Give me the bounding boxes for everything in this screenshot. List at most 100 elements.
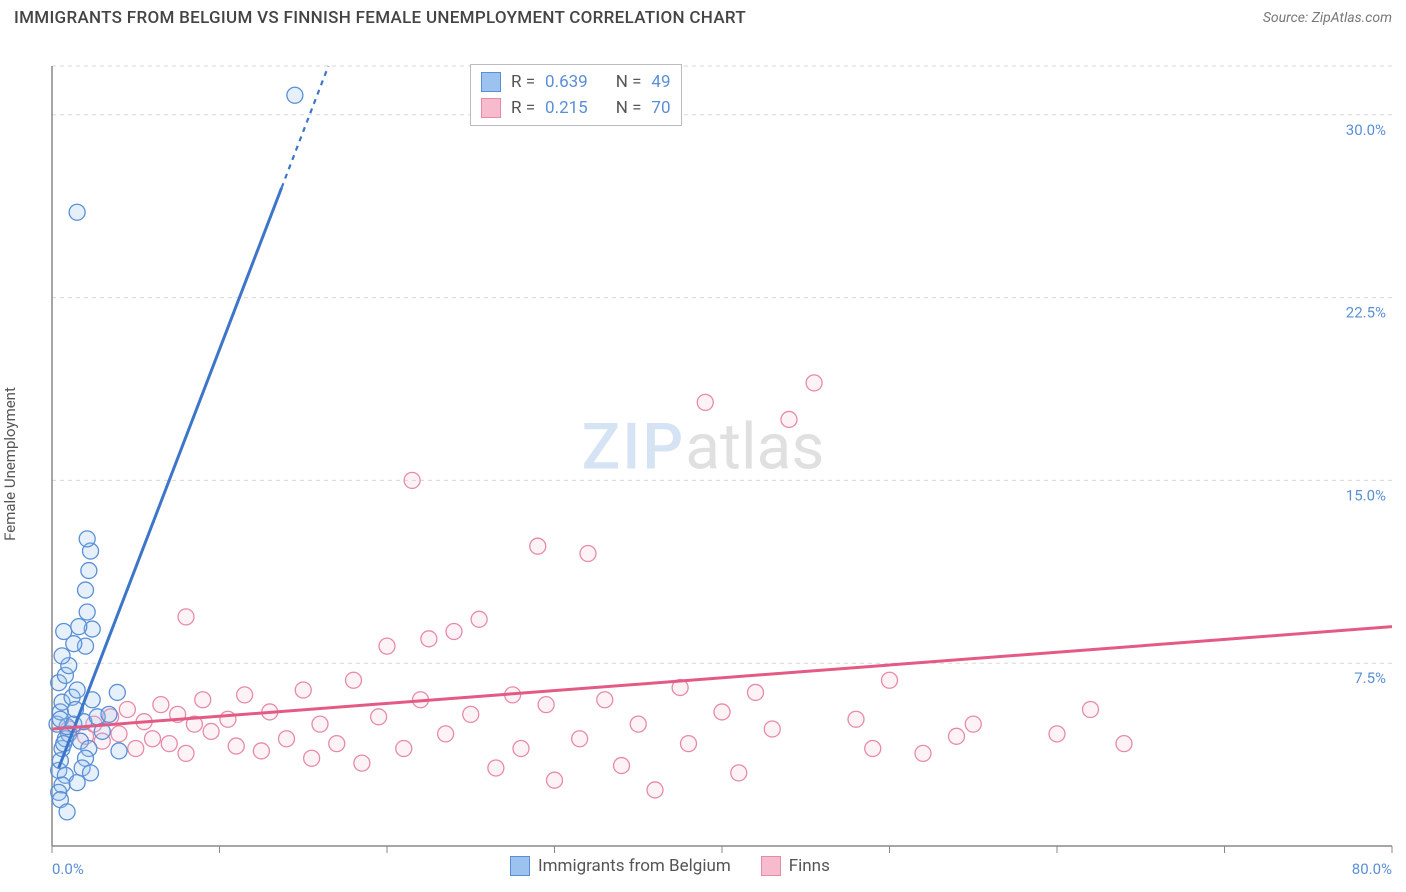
data-point (513, 741, 529, 757)
series-legend-item: Immigrants from Belgium (510, 856, 731, 876)
legend-swatch (510, 856, 530, 876)
data-point (346, 672, 362, 688)
data-point (530, 538, 546, 554)
data-point (404, 472, 420, 488)
data-point (781, 411, 797, 427)
data-point (421, 631, 437, 647)
legend-r-label: R = (511, 95, 535, 121)
data-point (253, 743, 269, 759)
legend-r-value: 0.639 (545, 69, 588, 95)
data-point (446, 624, 462, 640)
data-point (915, 745, 931, 761)
scatter-plot: 7.5% 15.0% 22.5% 30.0% 0.0% 80.0% (0, 36, 1406, 892)
legend-swatch (761, 856, 781, 876)
legend-row: R = 0.639 N = 49 (481, 69, 671, 95)
data-point (396, 741, 412, 757)
data-point (109, 684, 125, 700)
chart-title: IMMIGRANTS FROM BELGIUM VS FINNISH FEMAL… (14, 8, 746, 28)
data-point (81, 563, 97, 579)
data-point (145, 731, 161, 747)
legend-r-label: R = (511, 69, 535, 95)
legend-n-label: N = (616, 95, 642, 121)
data-point (949, 728, 965, 744)
data-point (119, 702, 135, 718)
data-point (597, 692, 613, 708)
y-tick-label: 15.0% (1346, 486, 1386, 504)
data-point (178, 745, 194, 761)
data-point (69, 775, 85, 791)
data-point (54, 648, 70, 664)
legend-n-value: 70 (651, 95, 670, 121)
data-point (697, 394, 713, 410)
data-point (228, 738, 244, 754)
data-point (78, 582, 94, 598)
series-name: Immigrants from Belgium (538, 856, 731, 876)
data-point (161, 736, 177, 752)
data-point (848, 711, 864, 727)
data-point (572, 731, 588, 747)
data-point (714, 704, 730, 720)
legend-swatch (481, 72, 501, 92)
data-point (865, 741, 881, 757)
data-point (1049, 726, 1065, 742)
data-point (965, 716, 981, 732)
data-point (488, 760, 504, 776)
data-point (371, 709, 387, 725)
data-point (279, 731, 295, 747)
data-point (237, 687, 253, 703)
source-label: Source: ZipAtlas.com (1263, 10, 1392, 26)
data-point (203, 723, 219, 739)
chart-area: Female Unemployment 7.5%15.0%22.5%30.0%0… (0, 36, 1406, 892)
data-point (379, 638, 395, 654)
data-point (1083, 702, 1099, 718)
data-point (79, 604, 95, 620)
data-point (882, 672, 898, 688)
data-point (547, 772, 563, 788)
data-point (295, 682, 311, 698)
legend-n-value: 49 (651, 69, 670, 95)
data-point (195, 692, 211, 708)
legend-r-value: 0.215 (545, 95, 588, 121)
trend-line-ext (282, 66, 329, 188)
data-point (69, 682, 85, 698)
data-point (111, 726, 127, 742)
data-point (329, 736, 345, 752)
data-point (312, 716, 328, 732)
y-tick-label: 7.5% (1354, 669, 1386, 687)
x-tick-label: 80.0% (1352, 860, 1392, 878)
series-legend-item: Finns (761, 856, 830, 876)
legend-swatch (481, 98, 501, 118)
data-point (614, 758, 630, 774)
data-point (178, 609, 194, 625)
data-point (463, 706, 479, 722)
trend-line (59, 188, 282, 768)
y-tick-label: 30.0% (1346, 121, 1386, 139)
data-point (111, 743, 127, 759)
x-tick-label: 0.0% (52, 860, 84, 878)
data-point (153, 697, 169, 713)
data-point (438, 726, 454, 742)
data-point (748, 684, 764, 700)
correlation-legend: R = 0.639 N = 49 R = 0.215 N = 70 (470, 64, 682, 126)
data-point (128, 741, 144, 757)
data-point (59, 804, 75, 820)
data-point (731, 765, 747, 781)
data-point (56, 624, 72, 640)
legend-row: R = 0.215 N = 70 (481, 95, 671, 121)
data-point (764, 721, 780, 737)
y-tick-label: 22.5% (1346, 304, 1386, 322)
data-point (1116, 736, 1132, 752)
data-point (354, 755, 370, 771)
data-point (806, 375, 822, 391)
data-point (538, 697, 554, 713)
data-point (287, 87, 303, 103)
data-point (647, 782, 663, 798)
legend-n-label: N = (616, 69, 642, 95)
data-point (681, 736, 697, 752)
data-point (471, 611, 487, 627)
data-point (101, 706, 117, 722)
data-point (71, 619, 87, 635)
data-point (304, 750, 320, 766)
series-name: Finns (789, 856, 830, 876)
series-legend: Immigrants from Belgium Finns (510, 856, 830, 876)
